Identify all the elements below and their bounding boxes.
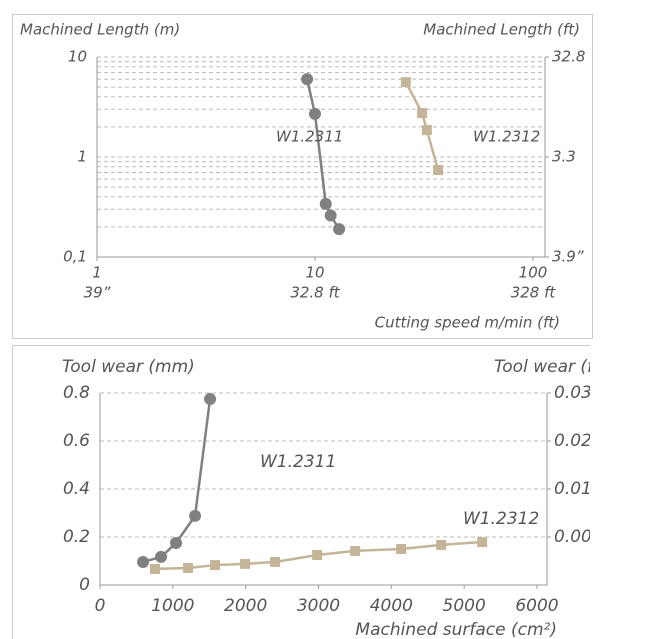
y-tick-label: 0.4 [63,479,90,499]
axis-frame [99,393,548,586]
axis-frame [96,57,546,258]
y-tick-label: 0.2 [63,527,90,547]
data-point [436,539,447,550]
y-tick-label: 0.8 [63,383,90,403]
data-point [417,108,428,119]
x-tick-label: 5000 [443,596,486,616]
x2-tick-label: 39” [84,284,111,302]
data-point [350,545,361,556]
data-point [319,197,332,210]
data-point [149,563,160,574]
data-point [170,537,183,549]
y2-tick-label: 3.3 [552,148,576,166]
y2-tick-label: 0.016 [554,479,603,499]
x-tick-label: 2000 [224,596,267,616]
y2-tick-label: 3.9” [552,248,584,266]
y2-tick-label: 0.032 [554,383,603,403]
y-tick-label: 10 [68,48,87,66]
data-point [312,550,323,560]
panel-frame [12,345,590,639]
x-axis-title: Cutting speed m/min (ft) [375,314,560,332]
series-label: W1.2311 [276,128,343,146]
data-point [270,556,281,567]
data-point [210,560,221,571]
series-label: W1.2312 [463,509,539,529]
panel-frame [12,14,593,339]
x-tick-label: 6000 [515,596,558,616]
data-point [204,393,217,405]
data-point [421,125,432,136]
x-tick-label: 10 [305,264,324,282]
data-point [396,544,407,554]
data-point [183,562,194,573]
data-point [433,165,444,176]
x-tick-label: 0 [95,596,106,616]
data-point [301,73,314,86]
y-tick-label: 0.6 [63,431,90,451]
data-point [137,555,150,568]
data-point [400,77,411,88]
x2-tick-label: 328 ft [511,284,557,302]
data-point [240,558,251,569]
data-point [309,107,321,120]
data-point [155,550,168,563]
y-axis-title: Machined Length (m) [20,21,180,39]
x-axis-title: Machined surface (cm²) [355,620,557,639]
y-tick-label: 1 [77,148,87,166]
y2-axis-title: Machined Length (ft) [423,21,580,39]
x-tick-label: 1 [92,264,102,282]
data-point [333,223,346,236]
data-point [324,209,337,222]
y-tick-label: 0 [79,575,90,595]
x-tick-label: 100 [519,264,548,282]
y2-axis-title: Tool wear (ft) [494,357,606,377]
series-label: W1.2311 [260,452,336,472]
y2-tick-label: 32.8 [552,48,585,66]
x-tick-label: 3000 [297,596,340,616]
x2-tick-label: 32.8 ft [290,284,340,302]
y-axis-title: Tool wear (mm) [62,357,195,377]
data-point [477,537,488,548]
series-label: W1.2312 [473,128,540,146]
x-tick-label: 1000 [151,596,194,616]
series-line [154,540,483,571]
series-line [404,81,440,171]
data-point [189,509,202,522]
chart-panel: 0,1 1 10 3.9” 3.3 32.8 1 10 100 39” 32.8 ft 328 ft M… [20,21,585,332]
y2-tick-label: 0.024 [554,431,603,451]
chart-panel: 0 0.2 0.4 0.6 0.8 0.008 0.016 0.024 0.032 0 1000 20… [62,357,606,639]
x-tick-label: 4000 [370,596,413,616]
y-tick-label: 0,1 [63,248,87,266]
y2-tick-label: 0.008 [554,527,603,547]
